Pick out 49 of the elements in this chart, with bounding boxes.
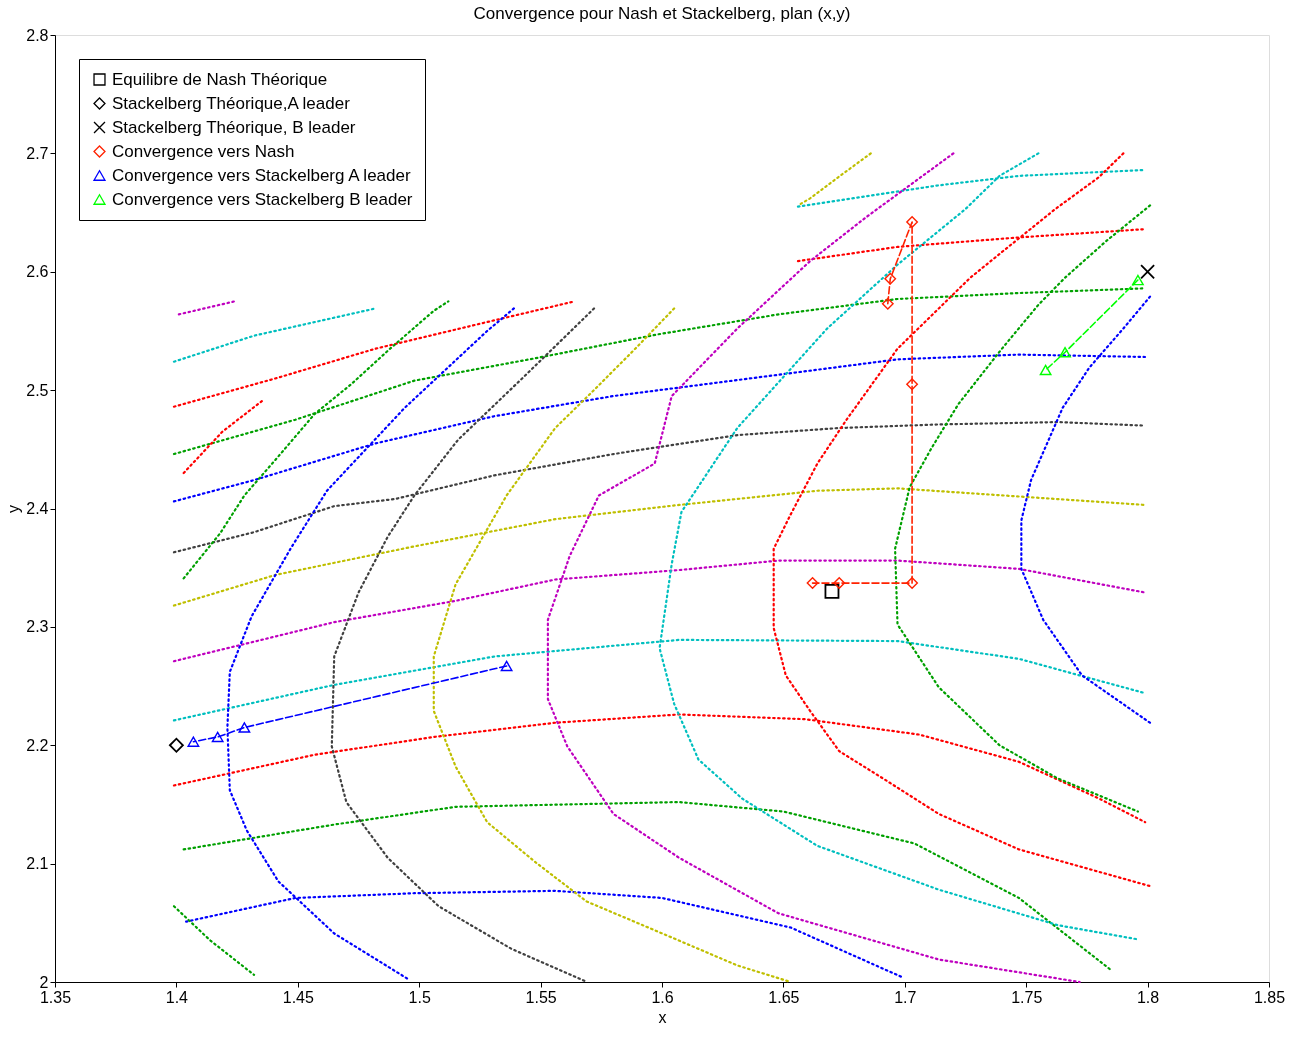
point xyxy=(881,297,894,310)
y-tick-label: 2.2 xyxy=(26,736,49,754)
point xyxy=(884,272,897,285)
point xyxy=(1140,264,1156,280)
legend-label: Convergence vers Stackelberg A leader xyxy=(112,165,411,185)
y-tick-label: 2.5 xyxy=(26,381,49,399)
point xyxy=(1059,347,1071,358)
legend-label: Equilibre de Nash Théorique xyxy=(112,69,328,89)
line-series xyxy=(182,800,1113,972)
point xyxy=(500,660,513,672)
legend-label: Stackelberg Théorique,A leader xyxy=(112,93,351,113)
x-tick-label: 1.4 xyxy=(165,988,189,1006)
y-tick-label: 2.3 xyxy=(26,618,49,636)
point xyxy=(168,737,184,753)
x-tick-label: 1.65 xyxy=(768,988,800,1006)
x-tick-label: 1.7 xyxy=(894,988,917,1006)
x-tick-label: 1.55 xyxy=(525,988,557,1006)
legend-label: Stackelberg Théorique, B leader xyxy=(112,117,356,137)
point xyxy=(187,736,200,747)
x-tick-label: 1.6 xyxy=(651,988,674,1006)
y-tick-label: 2.4 xyxy=(26,500,49,517)
legend-label: Convergence vers Nash xyxy=(112,141,295,161)
x-tick-label: 1.8 xyxy=(1136,988,1160,1006)
legend-label: Convergence vers Stackelberg B leader xyxy=(112,189,413,209)
point xyxy=(1039,364,1052,376)
y-tick-label: 2.8 xyxy=(26,26,49,44)
y-tick-label: 2 xyxy=(39,973,49,991)
x-tick-label: 1.85 xyxy=(1253,988,1286,1006)
point xyxy=(906,378,919,391)
x-tick-label: 1.5 xyxy=(408,988,431,1006)
point xyxy=(1131,274,1144,286)
point xyxy=(238,722,251,733)
x-tick-label: 1.45 xyxy=(282,988,314,1006)
x-tick-label: 1.35 xyxy=(39,988,72,1006)
point xyxy=(806,577,819,590)
chart-title: Convergence pour Nash et Stackelberg, plan (x,y) xyxy=(473,4,851,23)
point xyxy=(906,577,919,590)
x-axis-title: x xyxy=(658,1008,667,1026)
line-series xyxy=(796,228,1147,263)
y-tick-label: 2.1 xyxy=(26,855,49,873)
x-tick-label: 1.75 xyxy=(1011,988,1043,1006)
y-axis-title: y xyxy=(5,505,23,513)
point xyxy=(906,216,919,228)
point xyxy=(211,731,224,743)
point xyxy=(824,583,840,599)
y-tick-label: 2.6 xyxy=(26,263,49,281)
y-tick-label: 2.7 xyxy=(26,144,49,162)
line-series xyxy=(172,300,576,408)
point xyxy=(833,577,846,590)
